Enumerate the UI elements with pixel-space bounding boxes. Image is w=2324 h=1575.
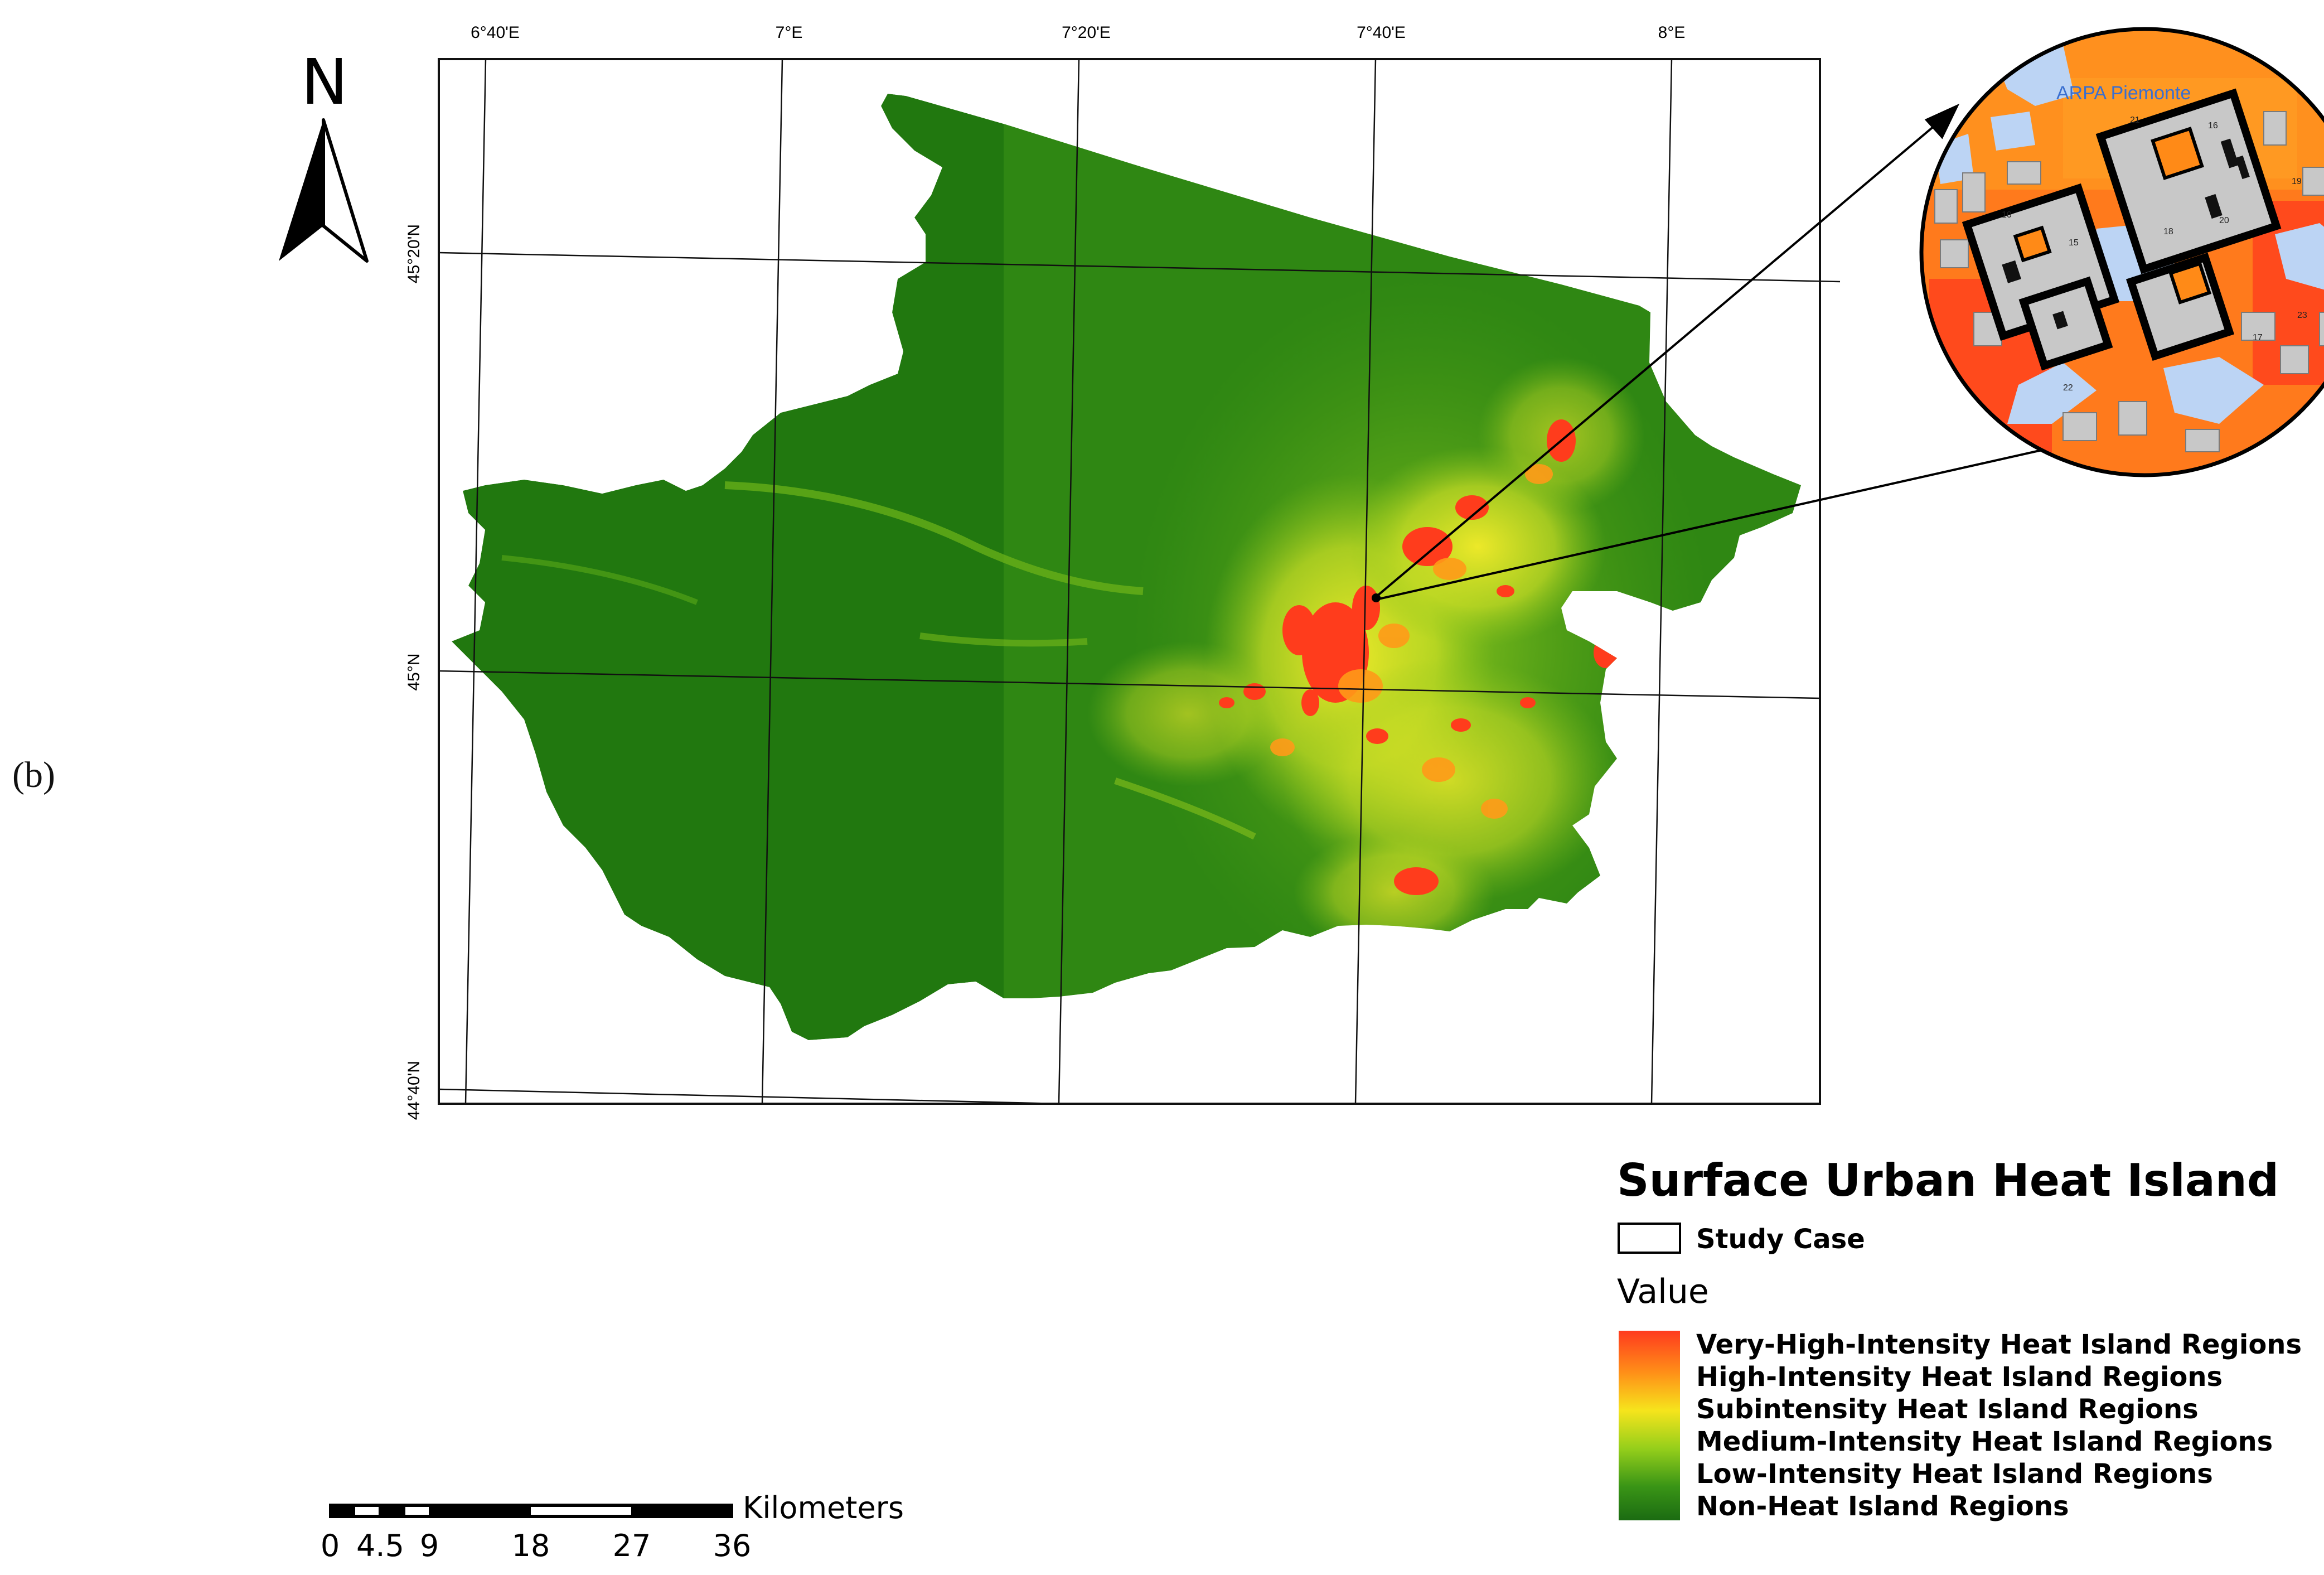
svg-text:23: 23	[2297, 311, 2307, 320]
value-heading: Value	[1617, 1272, 1709, 1311]
zoom-inset: 21 16 18 20 15 10 19 17 22 23 ARPA Piemo…	[1921, 29, 2324, 475]
study-case-label: Study Case	[1696, 1224, 1865, 1255]
svg-text:21: 21	[2130, 115, 2140, 125]
inset-building-numbers: 21 16 18 20 15 10 19 17 22 23	[2002, 115, 2307, 393]
svg-text:17: 17	[2253, 333, 2263, 342]
study-case-swatch	[1618, 1223, 1681, 1254]
longitude-label: 7°E	[776, 23, 803, 42]
latitude-labels: 45°20'N 45°N 44°40'N	[405, 224, 423, 1120]
svg-text:15: 15	[2069, 238, 2079, 248]
legend: Surface Urban Heat Island Study Case Val…	[1617, 1154, 2302, 1522]
longitude-labels: 6°40'E 7°E 7°20'E 7°40'E 8°E	[471, 23, 1685, 42]
longitude-label: 6°40'E	[471, 23, 520, 42]
scale-ticks: 0 4.5 9 18 27 36	[321, 1528, 752, 1563]
longitude-label: 8°E	[1658, 23, 1686, 42]
scale-tick: 36	[713, 1528, 752, 1563]
high-intensity-patches	[1270, 464, 1553, 819]
latitude-label: 44°40'N	[405, 1061, 423, 1120]
scale-bar: Kilometers 0 4.5 9 18 27 36	[321, 1490, 904, 1563]
scale-tick: 9	[420, 1528, 439, 1563]
inset-circle-border	[1919, 27, 2324, 477]
scale-unit: Kilometers	[743, 1490, 904, 1525]
svg-text:19: 19	[2292, 177, 2302, 186]
legend-class: High-Intensity Heat Island Regions	[1696, 1361, 2223, 1393]
north-arrow-icon: N	[279, 46, 369, 263]
scale-tick: 18	[512, 1528, 550, 1563]
legend-class: Medium-Intensity Heat Island Regions	[1696, 1426, 2273, 1457]
longitude-label: 7°40'E	[1357, 23, 1406, 42]
study-region	[452, 94, 1801, 1040]
map-frame	[438, 58, 1821, 1105]
latitude-label: 45°20'N	[405, 224, 423, 283]
north-letter: N	[301, 46, 348, 119]
legend-class: Non-Heat Island Regions	[1696, 1491, 2069, 1522]
svg-text:20: 20	[2219, 216, 2229, 225]
svg-text:10: 10	[2002, 210, 2012, 220]
svg-text:16: 16	[2208, 121, 2218, 131]
legend-title: Surface Urban Heat Island	[1617, 1154, 2279, 1206]
legend-class: Subintensity Heat Island Regions	[1696, 1394, 2199, 1425]
scale-tick: 4.5	[356, 1528, 404, 1563]
scale-tick: 27	[613, 1528, 651, 1563]
panel-label: (b)	[12, 755, 55, 795]
scale-tick: 0	[321, 1528, 340, 1563]
legend-classes: Very-High-Intensity Heat Island Regions …	[1696, 1329, 2302, 1522]
svg-text:22: 22	[2063, 383, 2073, 393]
graticule-lines	[438, 59, 1841, 1105]
svg-text:18: 18	[2163, 227, 2173, 236]
inset-place-label: ARPA Piemonte	[2056, 83, 2191, 104]
legend-color-ramp	[1619, 1331, 1680, 1520]
longitude-label: 7°20'E	[1062, 23, 1111, 42]
legend-class: Very-High-Intensity Heat Island Regions	[1696, 1329, 2302, 1360]
legend-class: Low-Intensity Heat Island Regions	[1696, 1458, 2213, 1490]
latitude-label: 45°N	[405, 653, 423, 690]
very-high-intensity-patches	[1219, 419, 1618, 895]
